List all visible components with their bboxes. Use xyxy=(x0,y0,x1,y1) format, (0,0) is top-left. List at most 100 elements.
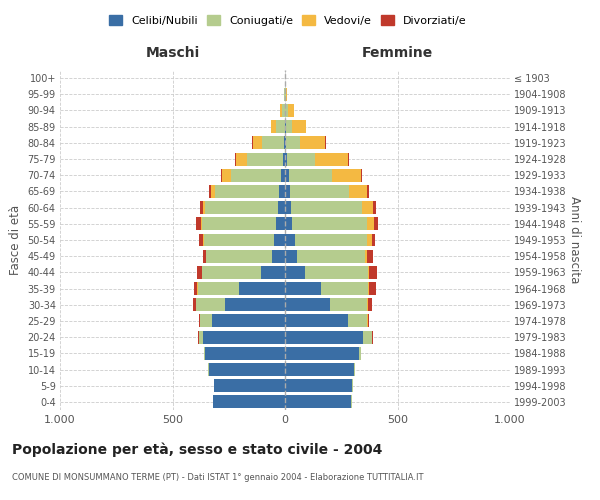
Bar xyxy=(275,120,284,133)
Legend: Celibi/Nubili, Coniugati/e, Vedovi/e, Divorziati/e: Celibi/Nubili, Coniugati/e, Vedovi/e, Di… xyxy=(105,10,471,30)
Bar xyxy=(286,88,287,101)
Bar xyxy=(367,234,371,246)
Bar xyxy=(285,363,354,376)
Bar xyxy=(295,234,367,246)
Bar xyxy=(285,282,320,295)
Bar xyxy=(368,314,370,328)
Bar xyxy=(277,218,285,230)
Bar xyxy=(286,136,301,149)
Bar xyxy=(203,234,204,246)
Bar xyxy=(285,314,347,328)
Bar xyxy=(349,185,367,198)
Bar xyxy=(285,185,290,198)
Text: COMUNE DI MONSUMMANO TERME (PT) - Dati ISTAT 1° gennaio 2004 - Elaborazione TUTT: COMUNE DI MONSUMMANO TERME (PT) - Dati I… xyxy=(12,472,424,482)
Bar xyxy=(205,201,278,214)
Bar xyxy=(200,201,203,214)
Bar xyxy=(285,234,295,246)
Bar xyxy=(284,88,285,101)
Bar xyxy=(271,120,275,133)
Y-axis label: Fasce di età: Fasce di età xyxy=(9,205,22,275)
Bar xyxy=(283,152,285,166)
Bar xyxy=(361,201,373,214)
Bar xyxy=(285,201,292,214)
Bar xyxy=(372,330,373,344)
Bar xyxy=(222,169,231,181)
Bar xyxy=(280,104,281,117)
Bar xyxy=(373,201,376,214)
Bar xyxy=(359,347,361,360)
Bar xyxy=(292,201,361,214)
Bar xyxy=(214,379,285,392)
Bar xyxy=(305,266,368,279)
Bar xyxy=(289,169,332,181)
Bar xyxy=(290,185,349,198)
Bar xyxy=(369,282,376,295)
Y-axis label: Anni di nascita: Anni di nascita xyxy=(568,196,581,284)
Text: Femmine: Femmine xyxy=(362,46,433,60)
Bar xyxy=(286,104,288,117)
Bar xyxy=(247,152,283,166)
Text: Maschi: Maschi xyxy=(145,46,200,60)
Bar xyxy=(204,347,205,360)
Bar xyxy=(203,201,205,214)
Bar xyxy=(235,152,247,166)
Bar xyxy=(285,88,286,101)
Bar xyxy=(196,218,200,230)
Bar xyxy=(347,314,367,328)
Bar xyxy=(199,234,203,246)
Bar xyxy=(297,250,365,262)
Bar xyxy=(197,266,202,279)
Bar xyxy=(292,218,367,230)
Bar xyxy=(206,250,272,262)
Bar xyxy=(231,169,281,181)
Bar xyxy=(285,379,352,392)
Bar xyxy=(285,218,292,230)
Bar xyxy=(371,234,375,246)
Bar xyxy=(213,396,285,408)
Bar xyxy=(262,266,285,279)
Bar xyxy=(203,330,285,344)
Bar xyxy=(226,298,285,311)
Bar xyxy=(287,152,314,166)
Bar xyxy=(272,250,285,262)
Bar xyxy=(332,169,361,181)
Bar xyxy=(209,185,211,198)
Bar xyxy=(370,266,377,279)
Bar xyxy=(205,347,285,360)
Bar xyxy=(194,282,197,295)
Bar xyxy=(209,363,285,376)
Bar xyxy=(202,218,277,230)
Bar xyxy=(364,330,372,344)
Bar xyxy=(281,169,285,181)
Bar xyxy=(368,282,369,295)
Bar xyxy=(198,282,239,295)
Bar xyxy=(292,120,306,133)
Bar xyxy=(285,266,305,279)
Bar xyxy=(285,120,286,133)
Bar xyxy=(329,298,367,311)
Bar xyxy=(374,218,378,230)
Bar xyxy=(368,298,372,311)
Bar xyxy=(278,185,285,198)
Bar xyxy=(193,298,196,311)
Bar xyxy=(367,250,373,262)
Bar xyxy=(320,282,368,295)
Bar xyxy=(221,169,222,181)
Bar xyxy=(285,298,329,311)
Bar xyxy=(196,298,226,311)
Bar xyxy=(285,136,286,149)
Bar xyxy=(202,266,262,279)
Bar xyxy=(284,136,285,149)
Bar xyxy=(281,104,285,117)
Bar xyxy=(253,136,262,149)
Bar xyxy=(301,136,325,149)
Bar xyxy=(262,136,284,149)
Bar xyxy=(314,152,349,166)
Bar xyxy=(239,282,285,295)
Bar xyxy=(204,234,274,246)
Bar xyxy=(286,120,292,133)
Bar xyxy=(274,234,285,246)
Bar xyxy=(285,152,287,166)
Bar xyxy=(285,330,364,344)
Bar xyxy=(354,363,355,376)
